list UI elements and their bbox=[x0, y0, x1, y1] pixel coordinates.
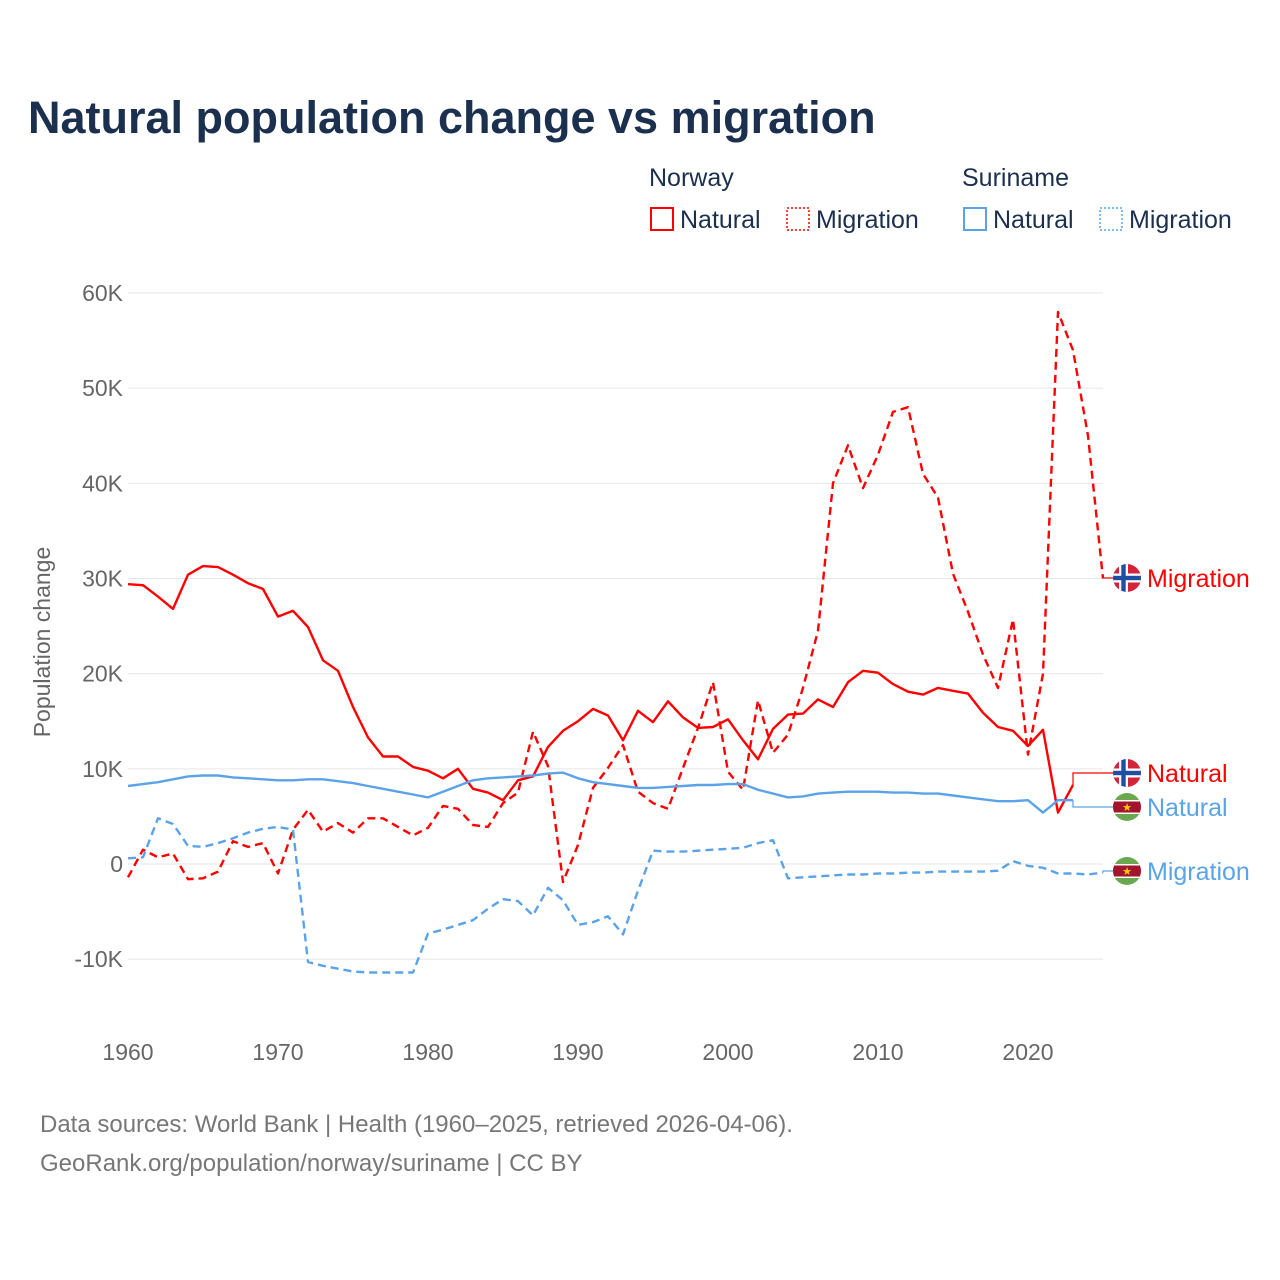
y-tick-label: 60K bbox=[82, 280, 124, 306]
legend-label: Migration bbox=[1129, 206, 1232, 234]
x-tick-label: 2020 bbox=[1002, 1039, 1053, 1065]
legend-label: Natural bbox=[993, 206, 1074, 234]
series-line-suriname-natural[interactable] bbox=[127, 771, 1073, 814]
series-line-norway-natural[interactable] bbox=[127, 564, 1075, 814]
suriname-flag-icon: ★ bbox=[1113, 857, 1141, 885]
series-line-suriname-migration[interactable] bbox=[127, 817, 1104, 974]
leader-line bbox=[1102, 870, 1113, 873]
suriname-flag-icon: ★ bbox=[1113, 793, 1141, 821]
y-tick-label: 0 bbox=[110, 851, 123, 877]
series-line-norway-migration[interactable] bbox=[126, 310, 1105, 884]
end-label: Migration bbox=[1147, 565, 1250, 593]
x-tick-label: 1990 bbox=[552, 1039, 603, 1065]
leader-line bbox=[1072, 800, 1113, 808]
legend: Norway Suriname Natural Migration Natura… bbox=[649, 164, 1232, 234]
y-tick-label: 40K bbox=[82, 470, 124, 496]
legend-item-suriname-natural[interactable]: Natural bbox=[963, 206, 1074, 234]
x-axis-ticks: 1960 1970 1980 1990 2000 2010 2020 bbox=[102, 1039, 1053, 1065]
svg-text:★: ★ bbox=[1122, 802, 1132, 814]
legend-item-norway-natural[interactable]: Natural bbox=[650, 206, 761, 234]
y-axis-label: Population change bbox=[29, 547, 55, 738]
end-label: Natural bbox=[1147, 794, 1228, 822]
norway-flag-icon bbox=[1113, 759, 1141, 787]
gridlines bbox=[128, 292, 1103, 960]
legend-group-norway: Norway bbox=[649, 164, 734, 192]
end-label: Natural bbox=[1147, 760, 1228, 788]
x-tick-label: 2010 bbox=[852, 1039, 903, 1065]
end-label: Migration bbox=[1147, 858, 1250, 886]
y-tick-label: 30K bbox=[82, 565, 124, 591]
legend-label: Migration bbox=[816, 206, 919, 234]
footer-sources: Data sources: World Bank | Health (1960–… bbox=[40, 1111, 793, 1138]
norway-flag-icon bbox=[1113, 564, 1141, 592]
x-tick-label: 2000 bbox=[702, 1039, 753, 1065]
x-tick-label: 1970 bbox=[252, 1039, 303, 1065]
legend-swatch-solid bbox=[963, 207, 987, 231]
legend-swatch-dotted bbox=[1099, 207, 1123, 231]
y-tick-label: 50K bbox=[82, 375, 124, 401]
y-tick-label: 20K bbox=[82, 661, 124, 687]
svg-text:★: ★ bbox=[1122, 866, 1132, 878]
legend-item-norway-migration[interactable]: Migration bbox=[786, 206, 919, 234]
y-tick-label: 10K bbox=[82, 756, 124, 782]
x-tick-label: 1980 bbox=[402, 1039, 453, 1065]
legend-label: Natural bbox=[680, 206, 761, 234]
y-tick-label: -10K bbox=[74, 946, 123, 972]
legend-swatch-solid bbox=[650, 207, 674, 231]
leader-line bbox=[1072, 772, 1113, 786]
footer-link[interactable]: GeoRank.org/population/norway/suriname |… bbox=[40, 1150, 583, 1177]
legend-item-suriname-migration[interactable]: Migration bbox=[1099, 206, 1232, 234]
series-lines bbox=[126, 310, 1105, 974]
end-labels: Natural Migration ★ Natural ★ Migration bbox=[1072, 564, 1250, 886]
chart-title: Natural population change vs migration bbox=[28, 92, 876, 143]
legend-swatch-dotted bbox=[786, 207, 810, 231]
legend-group-suriname: Suriname bbox=[962, 164, 1069, 192]
y-axis-ticks: 60K 50K 40K 30K 20K 10K 0 -10K bbox=[74, 280, 123, 972]
x-tick-label: 1960 bbox=[102, 1039, 153, 1065]
